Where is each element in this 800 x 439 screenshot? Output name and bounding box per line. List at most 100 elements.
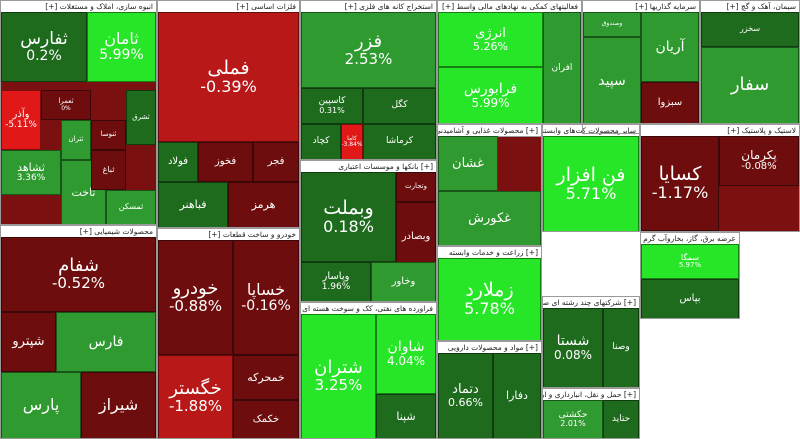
sector-block[interactable]: محصولات شیمیایی [+] شفام -0.52% شپترو فارس پا…: [0, 225, 157, 439]
stock-tile[interactable]: فباهنر: [158, 182, 228, 227]
stock-tile[interactable]: انرژی 5.26%: [438, 12, 543, 67]
sector-block[interactable]: [+] رایانه و فعالیت‌های وابسته به آنفن ا…: [542, 124, 640, 232]
stock-tile[interactable]: شپنا: [376, 394, 436, 438]
stock-tile[interactable]: وآذر -5.11%: [1, 90, 41, 150]
stock-symbol: هرمز: [251, 198, 276, 212]
stock-tile[interactable]: فملی -0.39%: [158, 12, 299, 142]
stock-tile[interactable]: ثمسکن: [106, 190, 156, 224]
stock-tile[interactable]: حتاید: [603, 400, 639, 438]
stock-symbol: ثشرق: [132, 112, 150, 121]
stock-change: 1.96%: [321, 281, 351, 292]
stock-tile[interactable]: غشان: [438, 136, 498, 191]
stock-tile[interactable]: سپید: [583, 37, 641, 123]
stock-tile[interactable]: کاما -3.84%: [341, 124, 363, 159]
sector-block[interactable]: عرضه برق، گاز، بخاروآب گرم [+]سمگا5.97%ب…: [640, 232, 740, 319]
stock-tile[interactable]: فجر: [253, 142, 299, 182]
stock-tile[interactable]: شتران 3.25%: [301, 314, 376, 438]
sector-block[interactable]: [+] زراعت و خدمات وابسته زملارد 5.78%: [437, 246, 542, 341]
stock-tile[interactable]: وصندوق: [583, 12, 641, 37]
stock-symbol: وصندوق: [601, 20, 623, 28]
sector-title[interactable]: سایر محصولات کانی غیرفلزی [+]: [583, 125, 639, 133]
stock-tile[interactable]: ثعمرا 0%: [41, 90, 91, 120]
stock-tile[interactable]: دتماد 0.66%: [438, 353, 493, 438]
stock-tile[interactable]: ثفارس 0.2%: [1, 12, 87, 82]
stock-symbol: کاسپین: [318, 96, 346, 107]
stock-tile[interactable]: وپاسار 1.96%: [301, 262, 371, 301]
stock-tile[interactable]: کچاد: [301, 124, 341, 159]
stock-symbol: ثتران: [68, 135, 84, 144]
sector-block[interactable]: فعالیتهای کمکی به نهادهای مالی واسط [+] ا…: [437, 0, 582, 124]
stock-tile[interactable]: افران: [543, 12, 581, 123]
stock-change: 5.99%: [99, 47, 144, 64]
sector-block[interactable]: سیمان، آهک و گچ [+] سخزر سفار: [700, 0, 800, 124]
stock-tile[interactable]: خمحرکه: [233, 355, 299, 400]
stock-tile[interactable]: وبملت 0.18%: [301, 172, 396, 262]
stock-tile[interactable]: فن افزار 5.71%: [543, 136, 639, 231]
stock-tile[interactable]: ثامان 5.99%: [87, 12, 156, 82]
sector-block[interactable]: فراورده های نفتی، کک و سوخت هسته ای [+] ش…: [300, 302, 437, 439]
stock-symbol: ثفارس: [20, 28, 68, 49]
stock-tile[interactable]: کاسپین 0.31%: [301, 88, 363, 124]
stock-tile[interactable]: خودرو -0.88%: [158, 240, 233, 355]
stock-tile[interactable]: وصنا: [603, 308, 639, 387]
sector-block[interactable]: خودرو و ساخت قطعات [+] خودرو -0.88% خساپا -0…: [157, 228, 300, 439]
stock-symbol: شپنا: [396, 409, 416, 423]
stock-tile[interactable]: شفام -0.52%: [1, 237, 156, 312]
stock-tile[interactable]: فرابورس 5.99%: [438, 67, 543, 123]
stock-tile[interactable]: ثنوسا: [91, 120, 126, 150]
sector-block[interactable]: استخراج کانه های فلزی [+] فزر 2.53% کاسپین 0…: [300, 0, 437, 160]
sector-block[interactable]: [+] حمل و نقل، انبارداری و ارتباطاتحکشتی…: [542, 388, 640, 439]
stock-tile[interactable]: خساپا -0.16%: [233, 240, 299, 355]
sector-block[interactable]: لاستیک و پلاستیک [+] کسایا -1.17% پکرمان -0.…: [640, 124, 800, 232]
stock-tile[interactable]: ثباغ: [91, 150, 126, 190]
stock-tile[interactable]: شپترو: [1, 312, 56, 372]
stock-tile[interactable]: دفارا: [493, 353, 541, 438]
stock-tile[interactable]: ثشرق: [126, 90, 156, 145]
sector-block[interactable]: [+] بانکها و موسسات اعتباری وبملت 0.18% وپا…: [300, 160, 437, 302]
stock-tile[interactable]: شاوان 4.04%: [376, 314, 436, 394]
stock-tile[interactable]: ثتران: [61, 120, 91, 160]
sector-block[interactable]: سرمایه گذاریها [+] سپید آریان سبزوا وصندوق: [582, 0, 700, 124]
stock-tile[interactable]: کرماشا: [363, 124, 436, 159]
stock-tile[interactable]: شستا 0.08%: [543, 308, 603, 387]
stock-tile[interactable]: هرمز: [228, 182, 299, 227]
stock-tile[interactable]: فخوز: [198, 142, 253, 182]
stock-symbol: خگستر: [169, 378, 222, 400]
stock-tile[interactable]: سخزر: [701, 12, 799, 47]
stock-tile[interactable]: غکورش: [438, 191, 541, 245]
stock-tile[interactable]: پکرمان -0.08%: [719, 136, 799, 186]
stock-tile[interactable]: سمگا 5.97%: [641, 244, 739, 279]
stock-tile[interactable]: وتجارت: [396, 172, 436, 202]
sector-block[interactable]: [+] محصولات غذایی و آشامیدنی به جز قندغش…: [437, 124, 542, 246]
sector-block[interactable]: سایر محصولات کانی غیرفلزی [+]: [582, 124, 640, 134]
stock-symbol: دتماد: [452, 382, 479, 398]
stock-tile[interactable]: سبزوا: [641, 82, 699, 123]
stock-tile[interactable]: وخاور: [371, 262, 436, 301]
stock-change: -3.84%: [341, 141, 363, 148]
stock-tile[interactable]: خکمک: [233, 400, 299, 438]
stock-tile[interactable]: خگستر -1.88%: [158, 355, 233, 438]
stock-symbol: پارس: [22, 395, 60, 415]
stock-tile[interactable]: زملارد 5.78%: [438, 258, 541, 340]
stock-tile[interactable]: آریان: [641, 12, 699, 82]
stock-tile[interactable]: کسایا -1.17%: [641, 136, 719, 231]
stock-tile[interactable]: پارس: [1, 372, 81, 438]
stock-symbol: سپید: [598, 72, 626, 89]
stock-tile[interactable]: فولاد: [158, 142, 198, 182]
stock-symbol: دفارا: [506, 389, 528, 403]
stock-tile[interactable]: فارس: [56, 312, 156, 372]
stock-tile[interactable]: کگل: [363, 88, 436, 124]
stock-tile[interactable]: سفار: [701, 47, 799, 123]
stock-tile[interactable]: شیراز: [81, 372, 156, 438]
sector-block[interactable]: [+] مواد و محصولات دارویی دتماد 0.66% دفارا: [437, 341, 542, 439]
sector-block[interactable]: انبوه سازی، املاک و مستغلات [+] ثفارس 0.2%…: [0, 0, 157, 225]
stock-tile[interactable]: حکشتی 2.01%: [543, 400, 603, 438]
stock-symbol: فارس: [88, 333, 124, 350]
stock-change: -0.88%: [168, 297, 223, 316]
stock-tile[interactable]: فزر 2.53%: [301, 12, 436, 88]
stock-tile[interactable]: بپاس: [641, 279, 739, 318]
sector-block[interactable]: [+] شرکتهای چند رشته ای صنعتیشستا0.08%وص…: [542, 296, 640, 388]
stock-change: -0.52%: [51, 274, 106, 293]
sector-block[interactable]: فلزات اساسی [+] فملی -0.39% فولاد فخوز فجر فبا…: [157, 0, 300, 228]
stock-tile[interactable]: ثشاهد 3.36%: [1, 150, 61, 195]
